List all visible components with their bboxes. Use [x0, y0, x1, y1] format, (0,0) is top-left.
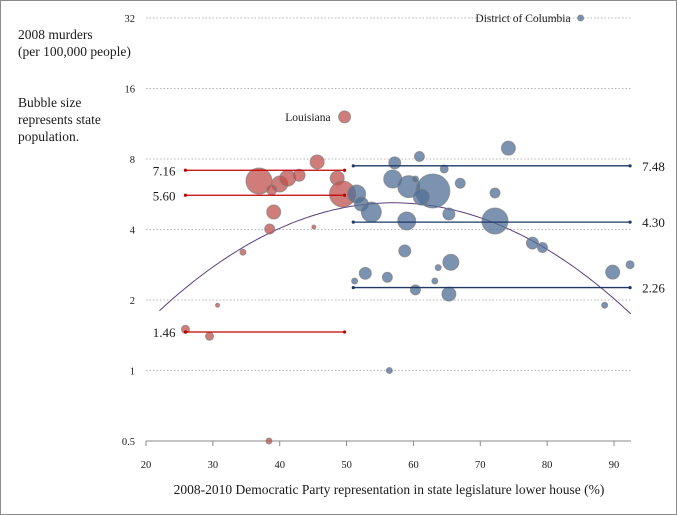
y-tick-label: 32	[125, 14, 136, 25]
bubble	[439, 164, 449, 174]
y-axis-label-line: (per 100,000 people)	[18, 44, 131, 59]
bubble	[338, 110, 352, 124]
bubble	[388, 156, 402, 170]
x-axis-label: 2008-2010 Democratic Party representatio…	[174, 482, 605, 497]
bubble	[239, 248, 247, 256]
bubble	[500, 140, 516, 156]
note-line: population.	[18, 129, 80, 144]
bubble	[385, 367, 393, 374]
reference-line-end	[183, 330, 188, 334]
y-axis-label-line: 2008 murders	[18, 27, 93, 42]
x-tick-label: 30	[208, 460, 219, 471]
bubble	[309, 154, 325, 170]
bubble	[577, 14, 585, 22]
y-tick-label: 1	[130, 367, 135, 378]
x-tick-label: 20	[141, 460, 152, 471]
note-line: Bubble size	[18, 95, 82, 110]
reference-line-label: 7.16	[153, 163, 176, 178]
bubble	[525, 236, 539, 250]
bubble	[412, 188, 430, 206]
bubble-size-note: Bubble size represents state population.	[18, 94, 101, 145]
reference-line-label: 4.30	[642, 215, 665, 230]
bubble	[397, 211, 417, 231]
reference-line-end	[628, 285, 632, 290]
bubble	[441, 286, 457, 302]
reference-line-end	[351, 164, 355, 168]
bubble	[489, 187, 501, 199]
bubble	[442, 207, 456, 221]
bubble	[411, 175, 419, 183]
bubble	[265, 437, 273, 445]
reference-line-end	[183, 168, 188, 172]
bubble	[431, 277, 439, 285]
bubble	[215, 302, 221, 308]
bubble	[205, 331, 215, 341]
y-axis-label: 2008 murders (per 100,000 people)	[18, 26, 131, 60]
bubble	[434, 264, 442, 272]
bubble	[601, 301, 609, 309]
bubble	[264, 223, 276, 235]
reference-line-end	[351, 220, 355, 224]
x-tick-label: 80	[542, 460, 553, 471]
bubble	[266, 184, 278, 196]
reference-line-end	[351, 285, 355, 290]
reference-line-label: 1.46	[153, 325, 176, 340]
bubble	[266, 204, 282, 220]
bubble-label: Louisiana	[285, 112, 330, 124]
y-tick-label: 16	[125, 85, 136, 96]
bubble	[292, 168, 306, 182]
reference-line-label: 7.48	[642, 159, 665, 174]
reference-line-label: 5.60	[153, 188, 176, 203]
note-line: represents state	[18, 112, 101, 127]
bubble	[398, 244, 412, 258]
reference-line-end	[183, 193, 188, 197]
bubble	[351, 277, 359, 285]
bubble-label: District of Columbia	[475, 13, 570, 25]
y-tick-label: 4	[130, 226, 136, 237]
bubble	[442, 253, 460, 271]
x-tick-label: 40	[274, 460, 285, 471]
x-tick-label: 90	[609, 460, 620, 471]
bubble	[605, 264, 621, 280]
bubble	[625, 260, 635, 270]
y-tick-label: 2	[130, 296, 135, 307]
bubble	[454, 177, 466, 189]
y-tick-label: 8	[130, 155, 135, 166]
bubble	[536, 242, 548, 254]
bubble	[360, 201, 382, 223]
bubble	[409, 284, 421, 296]
reference-line-end	[342, 193, 347, 197]
y-tick-label: 0.5	[122, 437, 135, 448]
reference-line-label: 2.26	[642, 281, 665, 296]
reference-line-end	[628, 220, 632, 224]
bubble	[481, 207, 509, 235]
reference-line-end	[342, 168, 347, 172]
x-tick-label: 70	[475, 460, 486, 471]
bubble	[413, 150, 425, 162]
trend-curve	[159, 202, 632, 315]
x-tick-label: 50	[341, 460, 352, 471]
bubble	[358, 266, 372, 280]
x-tick-label: 60	[408, 460, 419, 471]
reference-line-end	[628, 164, 632, 168]
reference-line-end	[342, 330, 347, 334]
bubble	[311, 224, 317, 230]
bubble	[381, 271, 393, 283]
